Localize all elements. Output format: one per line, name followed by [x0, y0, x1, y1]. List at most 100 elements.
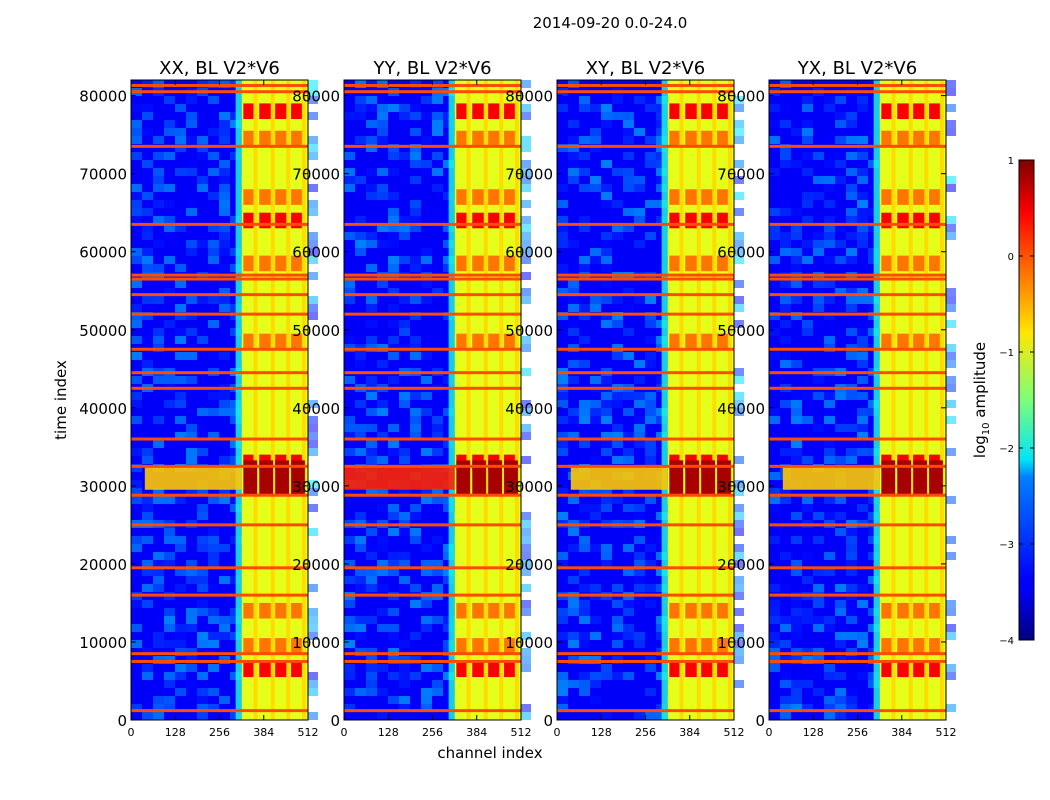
heatmap-cell: [410, 152, 421, 160]
heatmap-cell: [432, 680, 443, 688]
heatmap-cell: [645, 232, 656, 240]
heatmap-cell: [791, 680, 802, 688]
heatmap-cell: [579, 264, 590, 272]
heatmap-cell: [846, 216, 857, 224]
heatmap-cell: [186, 296, 197, 304]
heatmap-cell: [377, 560, 388, 568]
heatmap-cell: [824, 624, 835, 632]
heatmap-cell: [590, 456, 601, 464]
heatmap-cell: [846, 112, 857, 120]
heatmap-cell: [208, 496, 219, 504]
horizontal-rfi-line: [131, 273, 308, 277]
heatmap-cell: [857, 704, 868, 712]
heatmap-cell: [634, 376, 645, 384]
heatmap-cell: [557, 632, 568, 640]
heatmap-cell: [219, 120, 230, 128]
heatmap-cell: [388, 560, 399, 568]
x-tick-label: 512: [724, 726, 745, 739]
horizontal-rfi-line: [769, 437, 946, 441]
heatmap-cell: [344, 672, 355, 680]
heatmap-cell: [131, 248, 142, 256]
heatmap-cell: [791, 232, 802, 240]
horizontal-rfi-line: [769, 659, 946, 663]
heatmap-cell: [520, 272, 531, 280]
heatmap-cell: [557, 704, 568, 712]
heatmap-cell: [846, 152, 857, 160]
heatmap-cell: [802, 648, 813, 656]
heatmap-cell: [780, 624, 791, 632]
heatmap-cell: [153, 568, 164, 576]
heatmap-cell: [634, 128, 645, 136]
heatmap-cell: [579, 568, 590, 576]
heatmap-cell: [733, 96, 744, 104]
heatmap-cell: [131, 216, 142, 224]
heatmap-cell: [366, 232, 377, 240]
panel-xy: XY, BL V2*V60 128 256 384 512010000200003000…: [505, 58, 744, 739]
heatmap-cell: [579, 96, 590, 104]
heatmap-cell: [802, 416, 813, 424]
heatmap-cell: [219, 208, 230, 216]
heatmap-cell: [813, 304, 824, 312]
heatmap-cell: [590, 184, 601, 192]
heatmap-cell: [769, 208, 780, 216]
heatmap-cell: [601, 104, 612, 112]
strong-block: [291, 255, 305, 272]
heatmap-cell: [421, 256, 432, 264]
horizontal-rfi-line: [557, 293, 734, 297]
heatmap-cell: [153, 136, 164, 144]
heatmap-cell: [645, 352, 656, 360]
heatmap-cell: [153, 200, 164, 208]
heatmap-cell: [443, 496, 454, 504]
heatmap-cell: [186, 624, 197, 632]
heatmap-cell: [733, 632, 744, 640]
heatmap-cell: [186, 664, 197, 672]
heatmap-cell: [131, 192, 142, 200]
heatmap-cell: [868, 216, 879, 224]
heatmap-cell: [153, 632, 164, 640]
heatmap-cell: [857, 632, 868, 640]
x-tick-label: 384: [679, 726, 700, 739]
heatmap-cell: [399, 120, 410, 128]
horizontal-rfi-line: [557, 371, 734, 375]
y-tick-label: 40000: [292, 400, 340, 418]
heatmap-cell: [824, 704, 835, 712]
heatmap-cell: [520, 560, 531, 568]
heatmap-cell: [388, 104, 399, 112]
heatmap-cell: [656, 104, 667, 112]
heatmap-cell: [623, 624, 634, 632]
heatmap-cell: [846, 192, 857, 200]
heatmap-cell: [846, 328, 857, 336]
heatmap-cell: [590, 304, 601, 312]
heatmap-cell: [857, 648, 868, 656]
strong-block: [504, 255, 518, 272]
heatmap-cell: [366, 528, 377, 536]
heatmap-cell: [601, 488, 612, 496]
heatmap-cell: [780, 280, 791, 288]
heatmap-cell: [131, 336, 142, 344]
heatmap-cell: [142, 536, 153, 544]
heatmap-cell: [142, 224, 153, 232]
heatmap-cell: [432, 688, 443, 696]
heatmap-cell: [791, 264, 802, 272]
strong-block: [259, 103, 274, 120]
heatmap-cell: [175, 496, 186, 504]
heatmap-cell: [857, 376, 868, 384]
heatmap-cell: [857, 176, 868, 184]
heatmap-cell: [175, 664, 186, 672]
heatmap-cell: [520, 600, 531, 608]
x-tick-label: 0: [128, 726, 135, 739]
heatmap-cell: [945, 376, 956, 384]
heatmap-cell: [230, 264, 241, 272]
heatmap-cell: [131, 400, 142, 408]
heatmap-cell: [186, 712, 197, 720]
heatmap-cell: [520, 216, 531, 224]
heatmap-cell: [612, 96, 623, 104]
burst-block: [913, 460, 927, 496]
heatmap-cell: [432, 208, 443, 216]
strong-block: [488, 661, 502, 678]
heatmap-cell: [344, 176, 355, 184]
heatmap-cell: [656, 320, 667, 328]
heatmap-cell: [377, 544, 388, 552]
heatmap-cell: [857, 288, 868, 296]
